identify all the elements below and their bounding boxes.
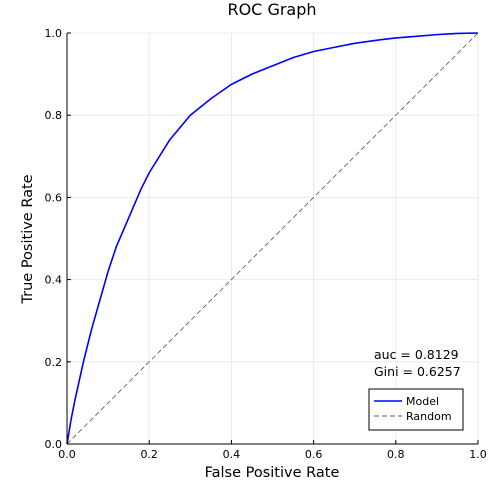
x-tick-label-1: 0.2 [140,448,158,461]
y-tick-label-3: 0.6 [45,191,63,204]
grid [66,32,479,445]
x-tick-label-3: 0.6 [305,448,323,461]
chart-title: ROC Graph [227,0,316,19]
x-tick-label-4: 0.8 [387,448,405,461]
legend-label-model: Model [406,395,439,408]
series-line-random [66,32,479,445]
tick-labels: 0.0 0.2 0.4 0.6 0.8 1.0 0.0 0.2 0.4 0.6 0.8 1.0 [45,27,487,461]
legend: Model Random [368,388,464,431]
legend-label-random: Random [406,410,452,423]
legend-box [368,388,464,431]
y-tick-label-1: 0.2 [45,356,63,369]
x-tick-label-0: 0.0 [58,448,76,461]
y-tick-label-0: 0.0 [45,438,63,451]
y-tick-label-5: 1.0 [45,27,63,40]
gini-annotation: Gini = 0.6257 [374,364,461,379]
series-layer [66,32,479,445]
series-line-model [66,32,479,445]
y-tick-label-2: 0.4 [45,274,63,287]
x-tick-label-5: 1.0 [469,448,487,461]
y-tick-label-4: 0.8 [45,109,63,122]
y-axis-label: True Positive Rate [20,174,36,304]
x-tick-label-2: 0.4 [223,448,241,461]
auc-annotation: auc = 0.8129 [374,347,459,362]
x-axis-label: False Positive Rate [205,465,340,481]
axes [66,33,478,445]
